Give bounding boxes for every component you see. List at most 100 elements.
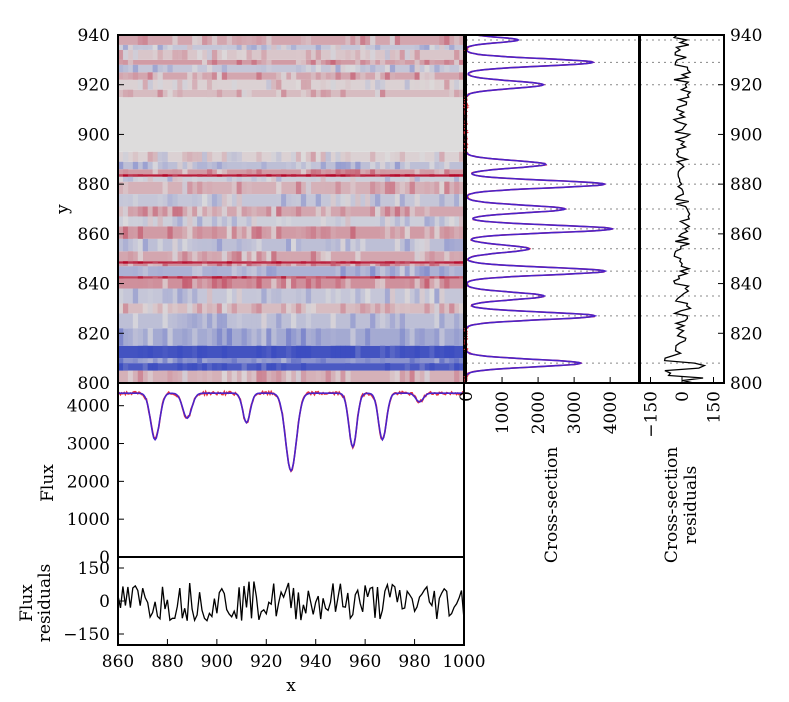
heatmap-cell [211,276,218,279]
heatmap-cell [216,169,223,175]
heatmap-cell [266,206,272,217]
heatmap-cell [202,59,208,65]
heatmap-cell [335,263,341,267]
heatmap-cell [157,64,163,73]
heatmap-cell [310,59,317,65]
flux-panel: 0 1000 2000 3000 4000 Flux [38,382,465,568]
heatmap-cell [137,261,144,264]
heatmap-cell [256,238,262,252]
heatmap-cell [271,370,277,383]
heatmap-cell [394,59,401,65]
heatmap-cell [404,174,410,177]
heatmap-cell [231,370,237,383]
image-y-ticks: 800 820 840 860 880 900 920 940 [78,26,124,394]
heatmap-cell [122,238,129,252]
heatmap-cell [375,206,381,217]
heatmap-cell [335,278,341,289]
heatmap-cell [315,278,321,289]
heatmap-cell [251,251,257,262]
heatmap-cell [449,238,455,252]
heatmap-cell [350,35,356,45]
heatmap-cell [419,151,425,162]
heatmap-cell [157,49,163,60]
heatmap-cell [325,238,331,252]
heatmap-cell [295,226,302,239]
heatmap-cell [197,303,203,314]
heatmap-cell [202,345,208,359]
heatmap-cell [360,303,366,314]
cross-section-residuals-y-ticks: 800 820 840 860 880 900 920 940 [718,26,762,394]
heatmap-cell [206,174,213,177]
cross-section-x-tick-label: 1000 [493,391,513,434]
heatmap-cell [152,363,158,371]
heatmap-cell [404,261,410,264]
heatmap-cell [295,238,302,252]
heatmap-cell [231,276,237,279]
heatmap-cell [305,35,312,45]
heatmap-cell [236,44,242,50]
heatmap-cell [365,303,371,314]
heatmap-cell [177,276,183,279]
heatmap-cell [379,226,386,239]
heatmap-cell [127,176,134,182]
flux-residuals-y-tick-label: 150 [78,559,110,579]
heatmap-cell [162,370,168,383]
heatmap-cell [449,345,455,359]
heatmap-cell [216,278,223,289]
heatmap-cell [132,161,139,170]
heatmap-cell [370,151,376,162]
heatmap-cell [147,358,153,364]
heatmap-cell [276,226,282,239]
heatmap-cell [409,176,415,182]
heatmap-cell [459,59,465,65]
heatmap-cell [325,251,331,262]
heatmap-cell [162,206,168,217]
heatmap-cell [429,363,435,371]
heatmap-cell [221,169,228,175]
heatmap-cell [454,176,460,182]
heatmap-cell [167,176,173,182]
heatmap-cell [399,328,405,346]
heatmap-cell [127,89,134,98]
heatmap-cell [355,345,361,359]
heatmap-cell [291,151,297,162]
heatmap-cell [211,328,218,346]
heatmap-cell [132,358,139,364]
heatmap-cell [122,303,129,314]
heatmap-cell [350,216,356,227]
heatmap-cell [187,206,193,217]
heatmap-cell [152,261,158,264]
heatmap-cell [197,358,203,364]
heatmap-cell [434,79,440,90]
heatmap-cell [404,266,410,277]
heatmap-cell [236,194,242,207]
heatmap-cell [241,44,247,50]
heatmap-cell [389,161,396,170]
heatmap-cell [399,303,405,314]
heatmap-cell [444,79,450,90]
heatmap-cell [182,370,188,383]
heatmap-cell [281,303,287,314]
heatmap-cell [241,251,247,262]
heatmap-cell [350,176,356,182]
heatmap-cell [325,169,331,175]
heatmap-cell [197,72,203,80]
heatmap-cell [187,358,193,364]
heatmap-cell [246,89,252,98]
heatmap-cell [132,72,139,80]
heatmap-cell [221,303,228,314]
heatmap-cell [394,161,401,170]
heatmap-cell [192,276,198,279]
heatmap-cell [320,261,326,264]
heatmap-cell [261,44,267,50]
heatmap-cell [325,226,331,239]
heatmap-cell [315,72,321,80]
heatmap-cell [365,194,371,207]
flux-residuals-y-label-1: Flux [17,584,37,622]
heatmap-cell [350,263,356,267]
heatmap-cell [370,49,376,60]
heatmap-cell [345,151,351,162]
heatmap-cell [251,328,257,346]
heatmap-cell [221,49,228,60]
